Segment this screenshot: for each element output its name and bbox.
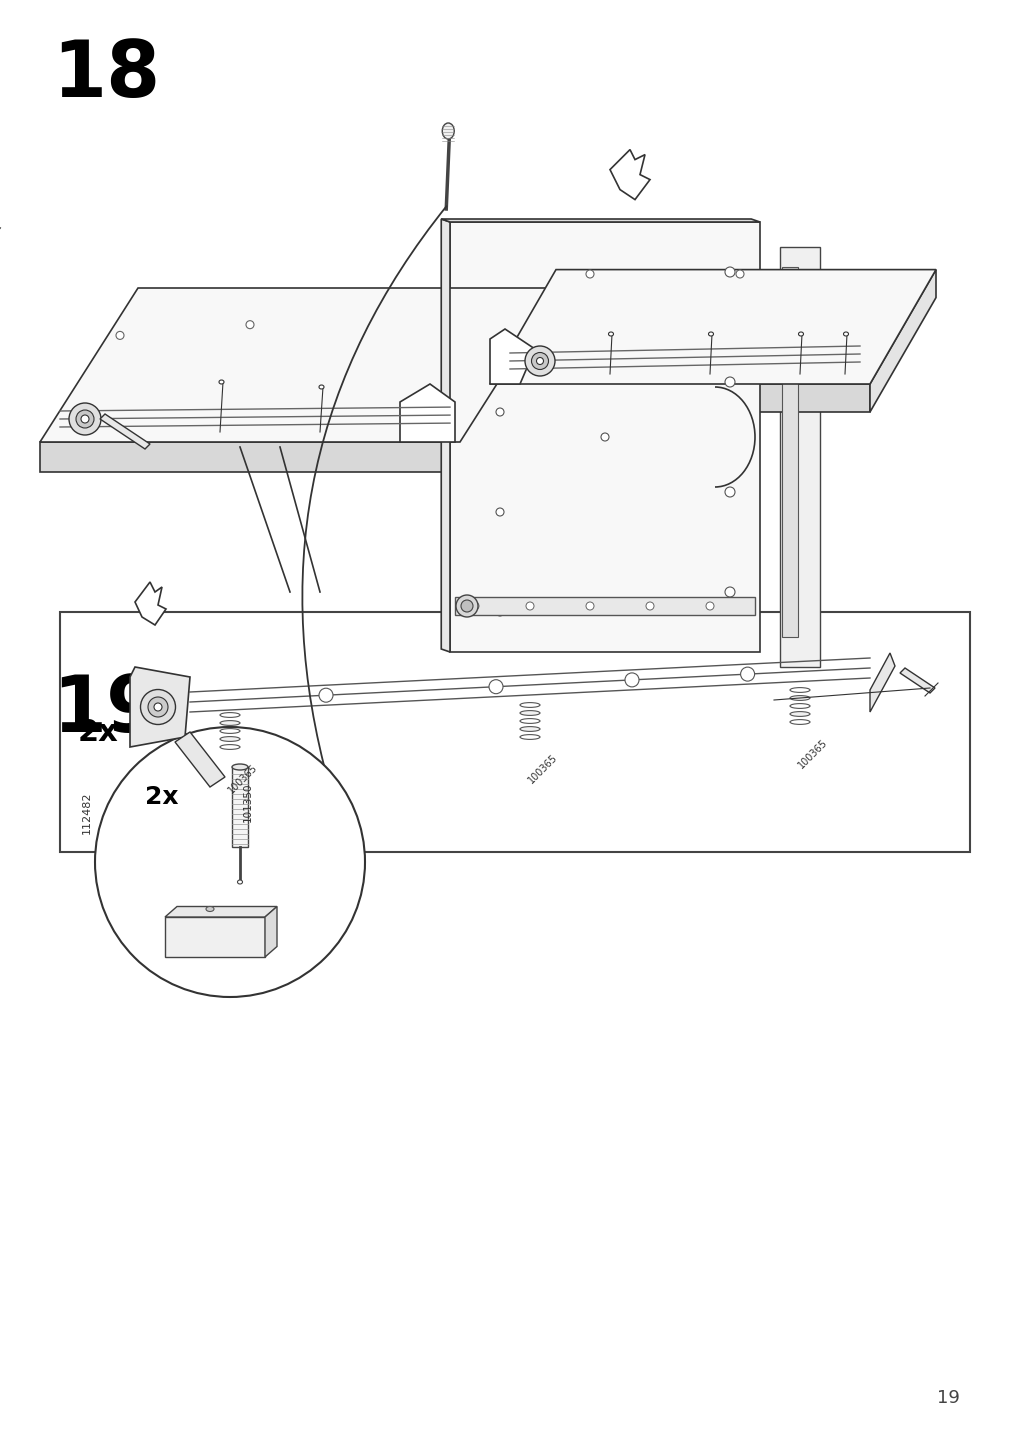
FancyBboxPatch shape — [455, 597, 754, 614]
Ellipse shape — [708, 332, 713, 337]
Polygon shape — [450, 222, 759, 652]
Circle shape — [246, 321, 254, 329]
Circle shape — [724, 487, 734, 497]
Ellipse shape — [531, 352, 548, 369]
Ellipse shape — [141, 689, 175, 725]
Ellipse shape — [520, 735, 540, 739]
Polygon shape — [779, 246, 819, 667]
Circle shape — [488, 680, 502, 693]
Circle shape — [706, 601, 714, 610]
Ellipse shape — [790, 687, 809, 693]
Polygon shape — [610, 149, 649, 199]
Circle shape — [116, 331, 124, 339]
Circle shape — [740, 667, 754, 682]
Circle shape — [585, 601, 593, 610]
Text: 112482: 112482 — [82, 792, 92, 833]
Polygon shape — [869, 653, 894, 712]
Ellipse shape — [536, 358, 543, 365]
Text: 100365: 100365 — [225, 762, 259, 795]
Ellipse shape — [69, 402, 101, 435]
Circle shape — [724, 587, 734, 597]
Circle shape — [601, 432, 609, 441]
Ellipse shape — [148, 697, 168, 717]
Ellipse shape — [219, 736, 240, 742]
Polygon shape — [40, 288, 557, 442]
Polygon shape — [40, 442, 460, 473]
Ellipse shape — [154, 703, 162, 712]
Ellipse shape — [318, 385, 324, 390]
Circle shape — [645, 601, 653, 610]
Polygon shape — [489, 384, 869, 412]
Text: 18: 18 — [52, 37, 160, 113]
Ellipse shape — [525, 347, 554, 377]
Polygon shape — [441, 219, 450, 652]
Polygon shape — [129, 667, 190, 748]
Ellipse shape — [219, 745, 240, 749]
Ellipse shape — [232, 765, 248, 770]
Ellipse shape — [219, 720, 240, 726]
Polygon shape — [489, 269, 935, 384]
Polygon shape — [265, 906, 277, 957]
Polygon shape — [165, 906, 277, 916]
Ellipse shape — [461, 600, 472, 611]
Polygon shape — [100, 414, 150, 450]
Ellipse shape — [798, 332, 803, 337]
Ellipse shape — [219, 729, 240, 733]
Text: 100365: 100365 — [796, 737, 828, 770]
Ellipse shape — [608, 332, 613, 337]
FancyBboxPatch shape — [60, 611, 969, 852]
Polygon shape — [399, 384, 455, 442]
Ellipse shape — [520, 719, 540, 723]
Circle shape — [495, 609, 503, 616]
Polygon shape — [165, 916, 265, 957]
Polygon shape — [489, 329, 535, 384]
Ellipse shape — [76, 410, 94, 428]
Ellipse shape — [442, 123, 454, 139]
Ellipse shape — [520, 703, 540, 707]
Ellipse shape — [790, 720, 809, 725]
Circle shape — [95, 727, 365, 997]
Text: 100365: 100365 — [526, 752, 559, 785]
Circle shape — [318, 689, 333, 702]
Ellipse shape — [790, 712, 809, 716]
Polygon shape — [175, 732, 224, 788]
Ellipse shape — [456, 596, 477, 617]
Polygon shape — [134, 581, 166, 624]
Circle shape — [724, 377, 734, 387]
Polygon shape — [899, 667, 934, 693]
Ellipse shape — [219, 713, 240, 717]
Polygon shape — [782, 266, 798, 637]
Ellipse shape — [790, 696, 809, 700]
Circle shape — [625, 673, 638, 687]
Text: 2x: 2x — [78, 717, 118, 746]
Text: 101350: 101350 — [243, 782, 253, 822]
Circle shape — [470, 601, 478, 610]
Ellipse shape — [206, 906, 213, 912]
Circle shape — [526, 601, 534, 610]
Polygon shape — [460, 288, 557, 473]
Polygon shape — [441, 219, 759, 222]
Text: 19: 19 — [52, 672, 160, 748]
Circle shape — [495, 408, 503, 417]
Circle shape — [495, 508, 503, 516]
Text: 19: 19 — [936, 1389, 959, 1408]
Text: 2x: 2x — [145, 785, 178, 809]
Ellipse shape — [81, 415, 89, 422]
Ellipse shape — [238, 881, 243, 884]
Circle shape — [585, 271, 593, 278]
Circle shape — [735, 271, 743, 278]
Ellipse shape — [218, 379, 223, 384]
Circle shape — [724, 266, 734, 276]
Polygon shape — [869, 269, 935, 412]
Ellipse shape — [842, 332, 847, 337]
Ellipse shape — [520, 710, 540, 716]
Ellipse shape — [790, 703, 809, 709]
FancyBboxPatch shape — [232, 768, 248, 846]
Ellipse shape — [520, 726, 540, 732]
